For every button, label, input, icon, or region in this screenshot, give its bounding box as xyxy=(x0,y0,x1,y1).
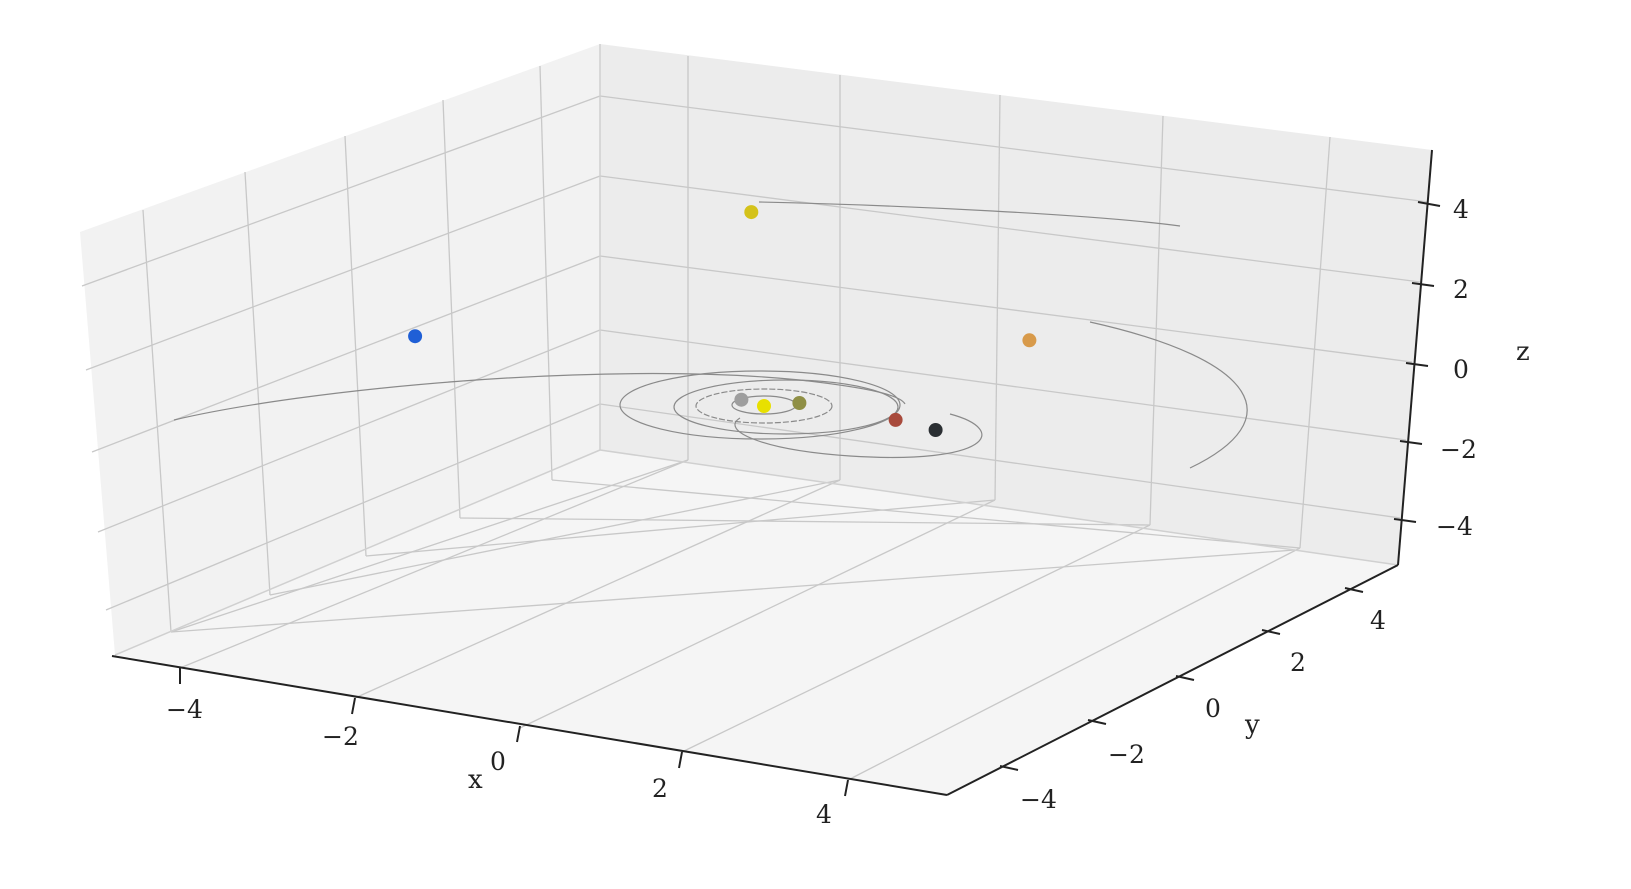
planet-point xyxy=(792,396,807,410)
orbit-trail xyxy=(673,379,899,435)
x-tick-label: −4 xyxy=(166,695,203,724)
z-tick-label: 2 xyxy=(1453,275,1469,304)
z-tick-label: −2 xyxy=(1440,435,1477,464)
orbit-trail xyxy=(758,201,1181,227)
x-axis-label: x xyxy=(468,765,483,795)
planet-point xyxy=(757,399,771,413)
planet-point xyxy=(888,412,903,427)
z-tick-label: 4 xyxy=(1453,195,1469,224)
x-tick-label: 0 xyxy=(490,747,506,776)
planet-point xyxy=(734,392,749,407)
planet-point xyxy=(744,205,759,220)
y-tick-label: 2 xyxy=(1290,648,1306,677)
orbit-trail xyxy=(734,413,983,459)
grid xyxy=(81,56,1429,781)
floor-pane xyxy=(115,450,1398,795)
y-tick-labels: −4 −2 0 2 4 xyxy=(1020,606,1386,814)
planet-point xyxy=(928,423,943,437)
y-axis-label: y xyxy=(1244,710,1260,740)
planet-points xyxy=(408,205,1037,437)
orbit-trail xyxy=(695,388,833,424)
x-tick-label: 2 xyxy=(652,774,668,803)
planet-point xyxy=(408,329,423,344)
x-tick-labels: −4 −2 0 2 4 xyxy=(166,695,832,829)
y-axis-line xyxy=(946,564,1399,796)
y-tick-label: 4 xyxy=(1370,606,1386,635)
axis-lines xyxy=(111,149,1433,796)
z-tick-labels: 4 2 0 −2 −4 xyxy=(1436,195,1477,541)
z-tick-label: 0 xyxy=(1453,355,1469,384)
x-tick-label: 4 xyxy=(816,800,832,829)
y-tick-label: −2 xyxy=(1108,740,1145,769)
orbit-trail xyxy=(173,372,906,421)
axis-ticks xyxy=(179,201,1441,797)
back-pane xyxy=(600,44,1432,565)
planet-point xyxy=(1022,333,1037,348)
y-tick-label: 0 xyxy=(1205,694,1221,723)
orbit-trail xyxy=(619,370,901,440)
z-axis-line xyxy=(1397,149,1433,566)
y-tick-label: −4 xyxy=(1020,785,1057,814)
z-tick-label: −4 xyxy=(1436,512,1473,541)
pane-edges xyxy=(114,44,1399,656)
x-axis-line xyxy=(111,655,948,796)
orbit-trails xyxy=(173,201,1248,469)
orbit-trail xyxy=(1089,321,1248,469)
z-axis-label: z xyxy=(1516,337,1530,367)
x-tick-label: −2 xyxy=(322,722,359,751)
left-pane xyxy=(80,44,600,655)
